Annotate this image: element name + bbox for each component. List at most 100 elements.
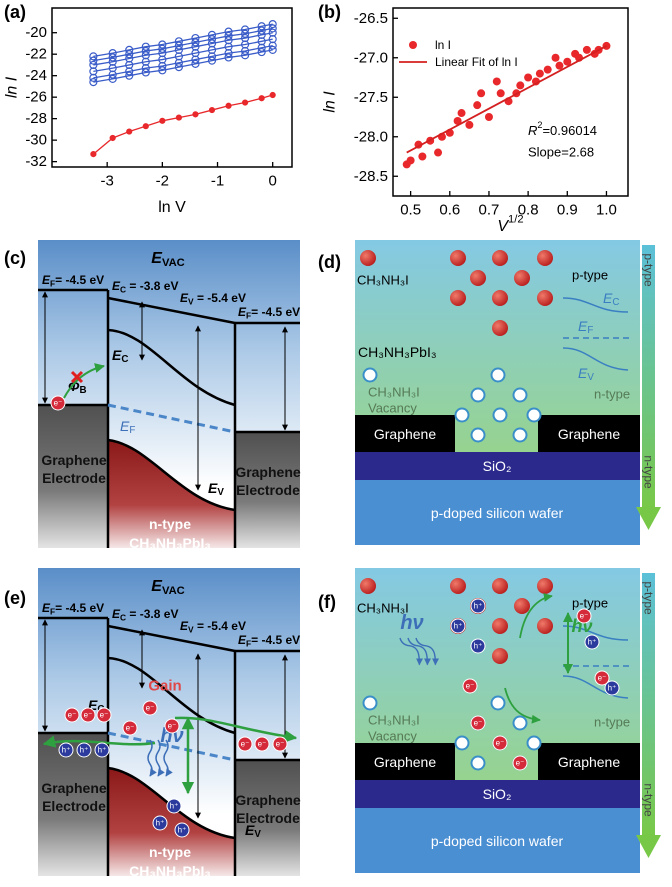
label-sub: C: [120, 613, 126, 623]
carrier-label: e⁻: [146, 704, 155, 713]
side-label: n-type: [642, 783, 656, 817]
carrier: [462, 678, 478, 694]
carrier: [272, 736, 288, 752]
carrier: [470, 638, 486, 654]
data-point: [141, 42, 150, 51]
data-point: [473, 101, 482, 110]
ion: [492, 320, 508, 336]
ion: [492, 290, 508, 306]
data-point: [158, 61, 167, 71]
data-point: [496, 89, 505, 98]
carrier-label: h⁺: [474, 602, 483, 611]
side-label: n-type: [642, 455, 656, 489]
oxide-layer: [355, 452, 640, 480]
data-point: [125, 50, 134, 59]
mini-valence: [562, 347, 629, 371]
carrier: [470, 598, 486, 614]
label-rest: = -4.5 eV: [251, 633, 300, 647]
x-axis-label: ln V: [158, 199, 186, 216]
label-base: E: [578, 365, 588, 381]
drift-arrow: [504, 687, 541, 724]
graphene-left: [355, 415, 455, 452]
data-point: [224, 53, 233, 62]
carrier-label: h⁺: [588, 638, 597, 647]
legend-marker: [409, 41, 417, 49]
side-label: p-type: [642, 253, 656, 287]
ion: [537, 290, 553, 306]
graphene-left: [355, 743, 455, 780]
carrier: [174, 822, 190, 838]
data-point: [406, 156, 415, 165]
label: EC: [112, 347, 128, 365]
data-point: [192, 111, 199, 118]
carrier-label: e⁻: [241, 740, 250, 749]
y-tick-label: -22: [25, 46, 47, 63]
data-point: [125, 45, 134, 54]
x-axis-label: V1/2: [497, 214, 523, 235]
label: EVAC: [151, 578, 184, 597]
series-line: [93, 32, 273, 66]
carrier: [64, 707, 80, 723]
carrier: [166, 798, 182, 814]
label-sub: V: [217, 487, 224, 498]
label: n-type: [594, 715, 630, 730]
data-point: [175, 114, 182, 121]
data-point: [174, 58, 183, 67]
label: Vacancy: [368, 729, 417, 744]
vacancy: [490, 367, 506, 383]
data-point: [224, 49, 233, 58]
data-point: [126, 128, 133, 135]
label-sub: F: [50, 279, 55, 289]
valence-band: [107, 766, 236, 840]
data-point: [242, 99, 249, 106]
vacuum-level: [107, 624, 236, 653]
ion: [360, 578, 376, 594]
injection-arrow: [63, 363, 105, 399]
conduction-band: [107, 656, 236, 735]
data-point: [174, 37, 183, 46]
series-line: [93, 38, 273, 73]
label: CH₃NH₃I: [368, 713, 420, 728]
mini-conduction: [562, 297, 629, 313]
annotation-sup: 2: [537, 120, 542, 130]
carrier: [94, 742, 110, 758]
label-base: E: [112, 279, 121, 293]
carrier-label: h⁺: [98, 746, 107, 755]
x-axis-label-base: V: [497, 218, 509, 235]
ion: [514, 270, 530, 286]
data-point: [241, 25, 250, 34]
y-tick-label: -28: [25, 110, 47, 127]
x-axis-label-sup: 1/2: [508, 214, 524, 226]
plot-frame: [51, 7, 293, 168]
vacancy: [454, 735, 470, 751]
label-base: E: [42, 273, 51, 287]
valence-band: [107, 438, 236, 512]
carrier-label: e⁻: [84, 711, 93, 720]
data-point: [108, 49, 117, 58]
data-point: [257, 47, 266, 57]
data-point: [268, 24, 277, 33]
side-arrow-head: [636, 835, 661, 858]
label: SiO₂: [483, 458, 512, 474]
y-tick-label: -28.5: [354, 168, 388, 185]
label: EC: [603, 290, 619, 308]
series-line: [93, 49, 273, 83]
label: Graphene: [558, 426, 620, 442]
vacancy: [362, 695, 378, 711]
ion: [450, 578, 466, 594]
label-base: E: [180, 619, 189, 633]
data-point: [207, 35, 217, 44]
carrier: [76, 742, 92, 758]
carrier: [152, 815, 168, 831]
data-point: [108, 70, 117, 79]
label-rest: = -3.8 eV: [126, 279, 178, 293]
label: EV: [245, 822, 261, 840]
data-point: [207, 52, 217, 61]
ion: [492, 618, 508, 634]
electrode-right: [235, 432, 300, 548]
annotation-rest: =0.96014: [542, 123, 597, 138]
label-sub: V: [254, 829, 261, 840]
label: p-type: [572, 596, 608, 611]
